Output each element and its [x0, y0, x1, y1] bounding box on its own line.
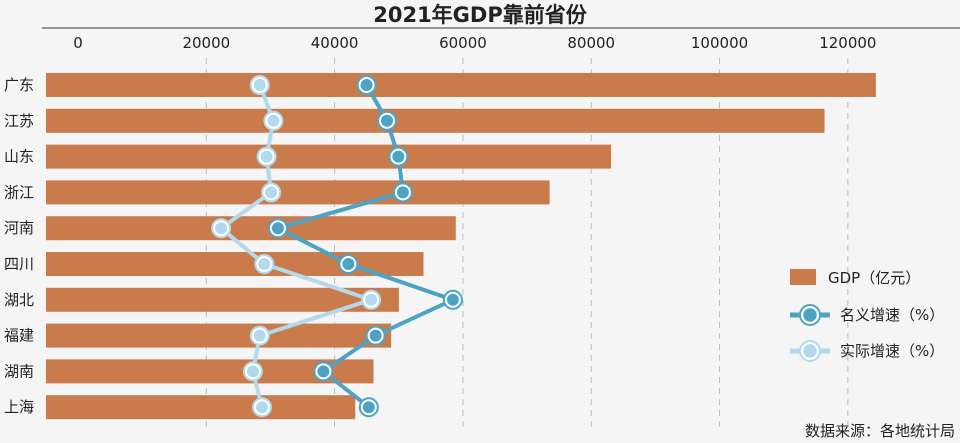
legend-label-nominal: 名义增速（%） [840, 306, 944, 324]
bar-0 [46, 73, 876, 97]
source-note: 数据来源：各地统计局 [805, 422, 955, 440]
point [253, 329, 266, 342]
category-label: 福建 [4, 327, 34, 345]
bar-9 [46, 395, 356, 420]
legend-marker-real [800, 341, 820, 361]
legend-marker-nominal [800, 305, 820, 325]
bar-3 [46, 180, 550, 205]
bar-1 [46, 108, 825, 133]
chart-title: 2021年GDP靠前省份 [373, 3, 588, 27]
x-tick-label: 20000 [182, 34, 230, 52]
x-tick-label: 60000 [439, 34, 487, 52]
category-label: 山东 [4, 148, 34, 166]
point [317, 365, 330, 378]
point [362, 401, 375, 414]
category-label: 浙江 [4, 183, 34, 201]
category-label: 四川 [4, 255, 34, 273]
bar-2 [46, 144, 612, 169]
category-label: 上海 [4, 398, 34, 416]
category-label: 广东 [4, 76, 34, 94]
legend: GDP（亿元） 名义增速（%） 实际增速（%） [790, 269, 944, 362]
category-label: 江苏 [4, 112, 34, 130]
bar-4 [46, 216, 456, 241]
point [215, 222, 228, 235]
point [342, 258, 355, 270]
legend-marker-nominal-outline [799, 304, 821, 326]
point [258, 258, 271, 270]
point [369, 329, 382, 342]
bar-5 [46, 252, 424, 276]
bar-7 [46, 323, 392, 348]
point [396, 186, 409, 199]
point [267, 114, 280, 127]
series-line-real [219, 84, 374, 408]
category-label: 河南 [4, 219, 34, 237]
legend-label-real: 实际增速（%） [840, 342, 944, 360]
x-tick-label: 100000 [691, 34, 748, 52]
point [365, 293, 378, 306]
point [271, 222, 284, 235]
x-tick-label: 120000 [819, 34, 876, 52]
category-label: 湖北 [4, 291, 34, 309]
category-label: 湖南 [4, 362, 34, 380]
legend-label-gdp: GDP（亿元） [828, 269, 920, 287]
series-line-nominal [275, 84, 455, 409]
legend-marker-real-outline [799, 340, 821, 362]
point [260, 150, 273, 163]
point [265, 186, 278, 199]
x-tick-label: 80000 [567, 34, 615, 52]
point [360, 79, 373, 91]
point [446, 293, 459, 306]
point [380, 114, 393, 127]
legend-swatch-gdp [790, 269, 816, 285]
point [246, 365, 259, 378]
x-tick-label: 0 [73, 34, 83, 52]
point [253, 79, 266, 91]
x-tick-label: 40000 [311, 34, 359, 52]
point [256, 401, 269, 414]
point [392, 150, 405, 163]
